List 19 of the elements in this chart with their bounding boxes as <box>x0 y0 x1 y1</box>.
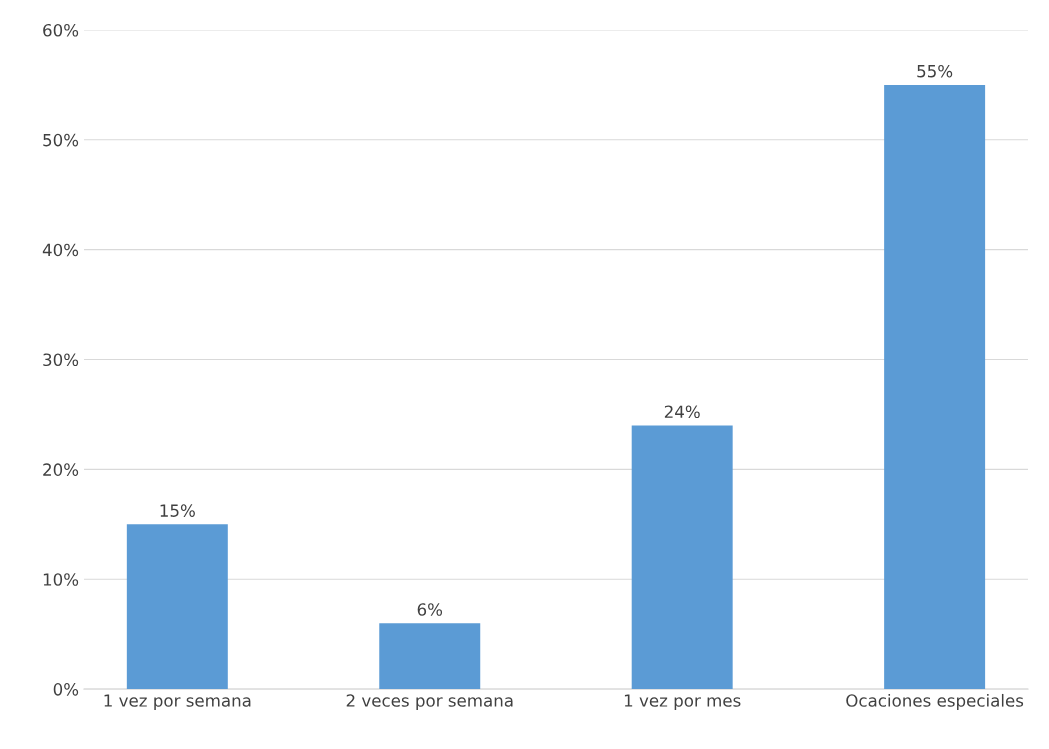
bar <box>126 524 228 690</box>
y-tick-label: 30% <box>43 353 79 367</box>
data-label: 55% <box>917 64 953 78</box>
data-label: 24% <box>664 405 700 419</box>
bar <box>379 623 481 690</box>
y-tick-label: 40% <box>42 243 79 257</box>
y-tick-label: 20% <box>43 463 79 476</box>
x-tick-label: 1 vez por semana <box>104 694 251 711</box>
y-tick-label: 50% <box>43 133 79 147</box>
y-tick-label: 0% <box>53 683 79 696</box>
x-tick-label: 1 vez por mes <box>624 694 741 711</box>
data-label: 15% <box>160 504 195 517</box>
bar <box>631 425 733 690</box>
y-tick-label: 60% <box>43 23 79 37</box>
x-tick-label: 2 veces por semana <box>346 694 513 711</box>
y-tick-label: 10% <box>43 573 79 586</box>
data-label: 6% <box>417 603 443 616</box>
bar <box>884 84 986 690</box>
x-tick-label: Ocaciones especiales <box>846 693 1024 711</box>
